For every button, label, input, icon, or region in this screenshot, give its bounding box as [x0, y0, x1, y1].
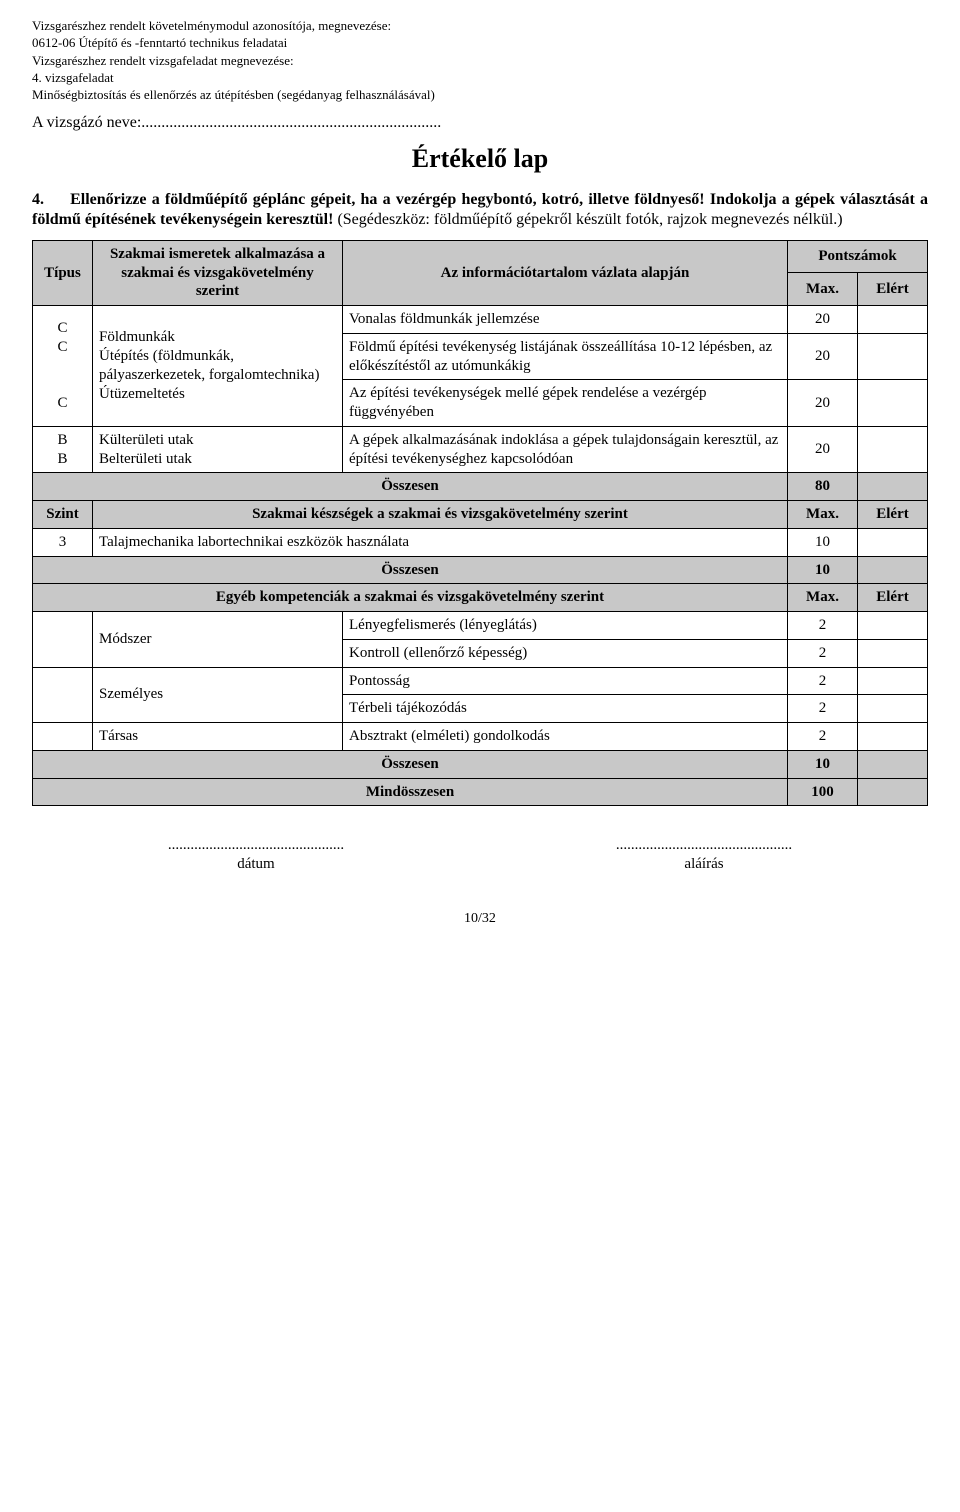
comp-cat-3-label: Társas: [93, 723, 343, 751]
cell-elert-3: [858, 380, 928, 427]
date-column: ........................................…: [77, 836, 435, 874]
comp2b: Térbeli tájékozódás: [343, 695, 788, 723]
skill-max: 10: [788, 528, 858, 556]
sum1-val: 80: [788, 473, 858, 501]
task-number: 4.: [32, 191, 44, 208]
comp2a-e: [858, 667, 928, 695]
sum3-label: Összesen: [33, 750, 788, 778]
th-pontszamok: Pontszámok: [788, 240, 928, 273]
skill-level: 3: [33, 528, 93, 556]
comp3a-v: 2: [788, 723, 858, 751]
comp2b-e: [858, 695, 928, 723]
sign-dots: ........................................…: [525, 836, 883, 855]
evaluation-table: Típus Szakmai ismeretek alkalmazása a sz…: [32, 240, 928, 807]
sum3-elert: [858, 750, 928, 778]
cell-max-1: 20: [788, 306, 858, 334]
th-max2: Max.: [788, 501, 858, 529]
sum2-val: 10: [788, 556, 858, 584]
th-elert3: Elért: [858, 584, 928, 612]
th-info: Az információtartalom vázlata alapján: [343, 240, 788, 305]
sign-label: aláírás: [525, 855, 883, 874]
cell-elert-4: [858, 426, 928, 473]
candidate-name-line: A vizsgázó neve:........................…: [32, 113, 928, 133]
sum1-label: Összesen: [33, 473, 788, 501]
cell-ism-group1: Földmunkák Útépítés (földmunkák, pályasz…: [93, 306, 343, 427]
header-line-4: 4. vizsgafeladat: [32, 70, 928, 86]
cell-types-group2: B B: [33, 426, 93, 473]
th-szint: Szint: [33, 501, 93, 529]
total-elert: [858, 778, 928, 806]
signature-block: ........................................…: [32, 836, 928, 874]
cell-ism-group2: Külterületi utak Belterületi utak: [93, 426, 343, 473]
skill-text: Talajmechanika labortechnikai eszközök h…: [93, 528, 788, 556]
comp1b-e: [858, 639, 928, 667]
th-egyeb: Egyéb kompetenciák a szakmai és vizsgakö…: [33, 584, 788, 612]
header-line-1: Vizsgarészhez rendelt követelménymodul a…: [32, 18, 928, 34]
comp1b: Kontroll (ellenőrző képesség): [343, 639, 788, 667]
cell-info-1: Vonalas földmunkák jellemzése: [343, 306, 788, 334]
comp-cat-2-label: Személyes: [93, 667, 343, 723]
cell-types-group1: C C C: [33, 306, 93, 427]
cell-elert-1: [858, 306, 928, 334]
header-line-3: Vizsgarészhez rendelt vizsgafeladat megn…: [32, 53, 928, 69]
cell-elert-2: [858, 333, 928, 380]
th-max3: Max.: [788, 584, 858, 612]
cell-max-3: 20: [788, 380, 858, 427]
cell-max-2: 20: [788, 333, 858, 380]
th-elert: Elért: [858, 273, 928, 306]
comp-cat-1-label: Módszer: [93, 612, 343, 668]
comp-cat-1: [33, 612, 93, 668]
sum2-elert: [858, 556, 928, 584]
page-number: 10/32: [32, 910, 928, 928]
date-dots: ........................................…: [77, 836, 435, 855]
module-header: Vizsgarészhez rendelt követelménymodul a…: [32, 18, 928, 103]
cell-info-4: A gépek alkalmazásának indoklása a gépek…: [343, 426, 788, 473]
th-ismeretek: Szakmai ismeretek alkalmazása a szakmai …: [93, 240, 343, 305]
signature-column: ........................................…: [525, 836, 883, 874]
header-line-5: Minőségbiztosítás és ellenőrzés az útépí…: [32, 87, 928, 103]
page-title: Értékelő lap: [32, 143, 928, 176]
sum1-elert: [858, 473, 928, 501]
comp1a-e: [858, 612, 928, 640]
sum3-val: 10: [788, 750, 858, 778]
comp3a: Absztrakt (elméleti) gondolkodás: [343, 723, 788, 751]
comp-cat-2: [33, 667, 93, 723]
header-line-2: 0612-06 Útépítő és -fenntartó technikus …: [32, 35, 928, 51]
sum2-label: Összesen: [33, 556, 788, 584]
th-max: Max.: [788, 273, 858, 306]
comp2b-v: 2: [788, 695, 858, 723]
comp1a: Lényegfelismerés (lényeglátás): [343, 612, 788, 640]
skill-elert: [858, 528, 928, 556]
task-text-sub: (Segédeszköz: földműépítő gépekről készü…: [337, 211, 842, 228]
th-type: Típus: [33, 240, 93, 305]
comp3a-e: [858, 723, 928, 751]
comp2a: Pontosság: [343, 667, 788, 695]
total-label: Mindösszesen: [33, 778, 788, 806]
total-val: 100: [788, 778, 858, 806]
date-label: dátum: [77, 855, 435, 874]
th-skill: Szakmai készségek a szakmai és vizsgaköv…: [93, 501, 788, 529]
comp2a-v: 2: [788, 667, 858, 695]
task-description: 4. Ellenőrizze a földműépítő géplánc gép…: [32, 190, 928, 230]
cell-info-3: Az építési tevékenységek mellé gépek ren…: [343, 380, 788, 427]
cell-max-4: 20: [788, 426, 858, 473]
cell-info-2: Földmű építési tevékenység listájának ös…: [343, 333, 788, 380]
comp1a-v: 2: [788, 612, 858, 640]
th-elert2: Elért: [858, 501, 928, 529]
comp1b-v: 2: [788, 639, 858, 667]
comp-cat-3: [33, 723, 93, 751]
